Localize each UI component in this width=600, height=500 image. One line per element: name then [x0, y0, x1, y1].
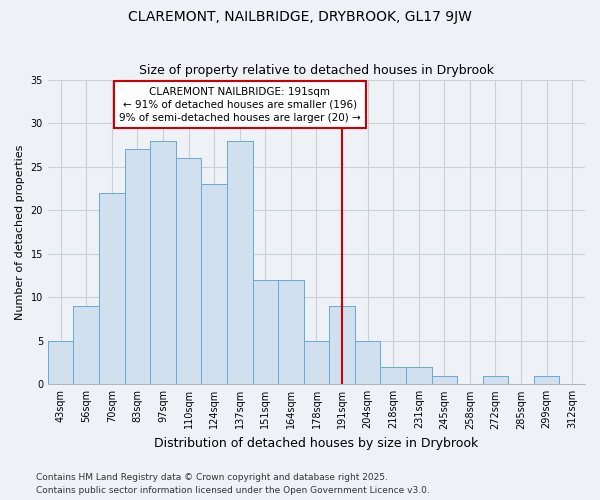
Bar — [380, 367, 406, 384]
Bar — [150, 140, 176, 384]
Bar — [48, 341, 73, 384]
Bar — [227, 140, 253, 384]
Bar — [482, 376, 508, 384]
Bar — [125, 149, 150, 384]
Bar — [278, 280, 304, 384]
Bar — [431, 376, 457, 384]
Bar — [355, 341, 380, 384]
Bar — [278, 280, 304, 384]
X-axis label: Distribution of detached houses by size in Drybrook: Distribution of detached houses by size … — [154, 437, 479, 450]
Bar — [329, 306, 355, 384]
Bar — [380, 367, 406, 384]
Bar — [253, 280, 278, 384]
Bar — [202, 184, 227, 384]
Bar — [176, 158, 202, 384]
Text: Contains HM Land Registry data © Crown copyright and database right 2025.
Contai: Contains HM Land Registry data © Crown c… — [36, 474, 430, 495]
Bar — [431, 376, 457, 384]
Bar — [150, 140, 176, 384]
Text: CLAREMONT, NAILBRIDGE, DRYBROOK, GL17 9JW: CLAREMONT, NAILBRIDGE, DRYBROOK, GL17 9J… — [128, 10, 472, 24]
Bar — [406, 367, 431, 384]
Title: Size of property relative to detached houses in Drybrook: Size of property relative to detached ho… — [139, 64, 494, 77]
Bar — [202, 184, 227, 384]
Y-axis label: Number of detached properties: Number of detached properties — [15, 144, 25, 320]
Bar — [73, 306, 99, 384]
Bar — [482, 376, 508, 384]
Bar — [406, 367, 431, 384]
Bar — [176, 158, 202, 384]
Bar — [99, 192, 125, 384]
Text: CLAREMONT NAILBRIDGE: 191sqm
← 91% of detached houses are smaller (196)
9% of se: CLAREMONT NAILBRIDGE: 191sqm ← 91% of de… — [119, 86, 361, 123]
Bar — [304, 341, 329, 384]
Bar — [125, 149, 150, 384]
Bar — [73, 306, 99, 384]
Bar — [534, 376, 559, 384]
Bar — [534, 376, 559, 384]
Bar — [48, 341, 73, 384]
Bar — [227, 140, 253, 384]
Bar — [329, 306, 355, 384]
Bar — [253, 280, 278, 384]
Bar — [304, 341, 329, 384]
Bar — [99, 192, 125, 384]
Bar — [355, 341, 380, 384]
